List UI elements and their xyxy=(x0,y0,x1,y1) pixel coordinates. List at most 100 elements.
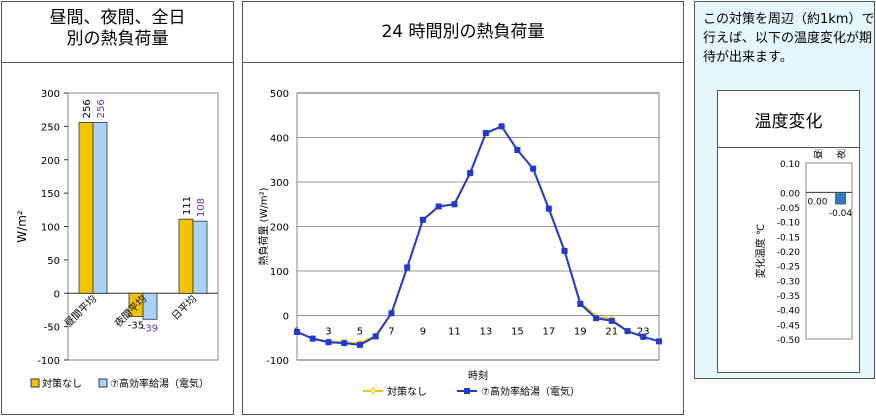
y-axis-label: 熱負荷量 (W/m²) xyxy=(257,187,270,265)
plot-area xyxy=(805,162,853,340)
y-tick-label: 150 xyxy=(41,189,60,200)
point-high-eff-water-heater xyxy=(624,328,631,335)
data-label: -39 xyxy=(142,323,158,334)
x-tick-label: 11 xyxy=(448,327,461,338)
y-tick-label: 200 xyxy=(270,223,289,234)
legend-swatch xyxy=(30,378,40,388)
point-high-eff-water-heater xyxy=(294,328,300,335)
point-high-eff-water-heater xyxy=(561,247,568,254)
y-tick-label: 200 xyxy=(41,156,60,167)
panel1-title: 昼間、夜間、全日 別の熱負荷量 xyxy=(49,8,186,49)
y-tick-label: 250 xyxy=(41,122,60,133)
y-tick-label: 100 xyxy=(270,267,289,278)
point-high-eff-water-heater xyxy=(467,170,474,177)
data-label: 108 xyxy=(196,198,207,217)
bar-no-measure xyxy=(178,218,194,294)
x-tick-label: 15 xyxy=(511,327,524,338)
point-high-eff-water-heater xyxy=(451,201,458,208)
bar-high-eff-water-heater xyxy=(92,121,108,294)
y-tick-label: -0.45 xyxy=(777,321,800,331)
point-high-eff-water-heater xyxy=(309,335,316,342)
y-tick-label: -0.40 xyxy=(777,307,801,317)
effect-note: この対策を周辺（約1km）で行えば、以下の温度変化が期待が出来ます。 xyxy=(703,12,875,65)
bar-no-measure xyxy=(78,121,94,294)
x-tick-label: 9 xyxy=(420,327,426,338)
y-tick-label: 0.00 xyxy=(780,189,800,199)
y-tick-label: 0 xyxy=(54,289,60,300)
y-tick-label: -0.50 xyxy=(777,336,801,346)
y-tick-label: -0.35 xyxy=(777,292,800,302)
point-high-eff-water-heater xyxy=(482,130,489,137)
data-label: -35 xyxy=(128,321,144,332)
data-label: 256 xyxy=(82,99,93,118)
y-tick-label: 300 xyxy=(41,89,60,100)
point-high-eff-water-heater xyxy=(498,123,505,130)
point-high-eff-water-heater xyxy=(372,333,379,340)
y-tick-label: 50 xyxy=(47,256,60,267)
x-tick-label: 3 xyxy=(325,327,331,338)
x-tick-label: 17 xyxy=(542,327,555,338)
point-high-eff-water-heater xyxy=(419,216,426,223)
y-tick-label: -0.30 xyxy=(777,277,801,287)
y-tick-label: 400 xyxy=(270,134,289,145)
legend-label: ⑦高効率給湯（電気） xyxy=(481,385,580,398)
y-tick-label: 0 xyxy=(283,312,289,323)
data-label: 256 xyxy=(96,99,107,118)
title-divider xyxy=(2,62,233,63)
y-tick-label: 100 xyxy=(41,223,60,234)
x-tick-label: 21 xyxy=(605,327,618,338)
y-tick-label: 500 xyxy=(270,89,289,100)
data-label: -0.04 xyxy=(829,209,853,219)
point-high-eff-water-heater xyxy=(435,203,442,210)
point-high-eff-water-heater xyxy=(404,264,411,271)
bar-temperature-change xyxy=(835,192,846,205)
y-tick-label: -0.10 xyxy=(777,219,801,229)
y-axis-label: W/m² xyxy=(15,210,29,243)
point-high-eff-water-heater xyxy=(656,338,662,345)
data-label: 111 xyxy=(182,196,193,215)
y-tick-label: 300 xyxy=(270,178,289,189)
line-chart-hourly: -10001002003004005001357911131517192123熱… xyxy=(257,89,663,398)
x-tick-label: 19 xyxy=(574,327,587,338)
panel-temperature-change: この対策を周辺（約1km）で行えば、以下の温度変化が期待が出来ます。 温度変化 … xyxy=(694,1,875,379)
panel-hourly-heat-load: 24 時間別の熱負荷量 -100 0 100 200 300 400 500 13 5 7 9 11 1… xyxy=(242,1,684,415)
x-tick-label: 7 xyxy=(388,327,394,338)
x-tick-label: 13 xyxy=(480,327,493,338)
category-label: 夜間平均 xyxy=(836,149,848,159)
category-label: 昼間平均 xyxy=(813,149,825,159)
y-tick-label: -0.05 xyxy=(777,204,800,214)
title-divider xyxy=(718,147,859,148)
legend-label: 対策なし xyxy=(42,377,82,390)
legend-swatch xyxy=(98,378,108,388)
point-high-eff-water-heater xyxy=(593,315,600,322)
legend-marker xyxy=(369,387,377,395)
x-axis-label: 時刻 xyxy=(468,369,488,382)
y-tick-label: -0.20 xyxy=(777,248,801,258)
y-tick-label: -0.25 xyxy=(777,263,800,273)
legend-label: 対策なし xyxy=(387,385,427,398)
x-tick-label: 23 xyxy=(637,327,650,338)
point-high-eff-water-heater xyxy=(545,205,552,212)
point-high-eff-water-heater xyxy=(608,317,615,324)
point-high-eff-water-heater xyxy=(530,165,537,172)
bar-chart-temperature: 0.10 0.00 -0.05 -0.10 -0.15 -0.20 -0.25 -0.30 -0… xyxy=(754,149,853,346)
x-tick-label: 5 xyxy=(357,327,363,338)
y-axis-label: 変化温度 ℃ xyxy=(754,224,767,278)
data-label: 0.00 xyxy=(807,197,827,207)
point-high-eff-water-heater xyxy=(325,339,332,346)
panel-day-night-average: 昼間、夜間、全日 別の熱負荷量 -100 -50 0 50 100 150 200 250 30… xyxy=(1,1,234,415)
y-tick-label: -100 xyxy=(266,356,289,367)
point-high-eff-water-heater xyxy=(341,340,348,347)
title-divider xyxy=(243,62,683,63)
y-tick-label: -50 xyxy=(44,323,60,334)
temperature-change-box: 温度変化 0.10 0.00 -0.05 -0.10 -0.15 -0.20 -0.25 -0… xyxy=(717,90,860,373)
y-tick-label: -0.15 xyxy=(777,233,800,243)
point-high-eff-water-heater xyxy=(388,310,395,317)
y-tick-label: -100 xyxy=(37,356,60,367)
inner-title: 温度変化 xyxy=(754,112,823,132)
point-high-eff-water-heater xyxy=(356,341,363,348)
point-high-eff-water-heater xyxy=(514,146,521,153)
bar-high-eff-water-heater xyxy=(192,220,208,294)
point-high-eff-water-heater xyxy=(640,333,647,340)
y-tick-label: 0.10 xyxy=(780,160,800,170)
